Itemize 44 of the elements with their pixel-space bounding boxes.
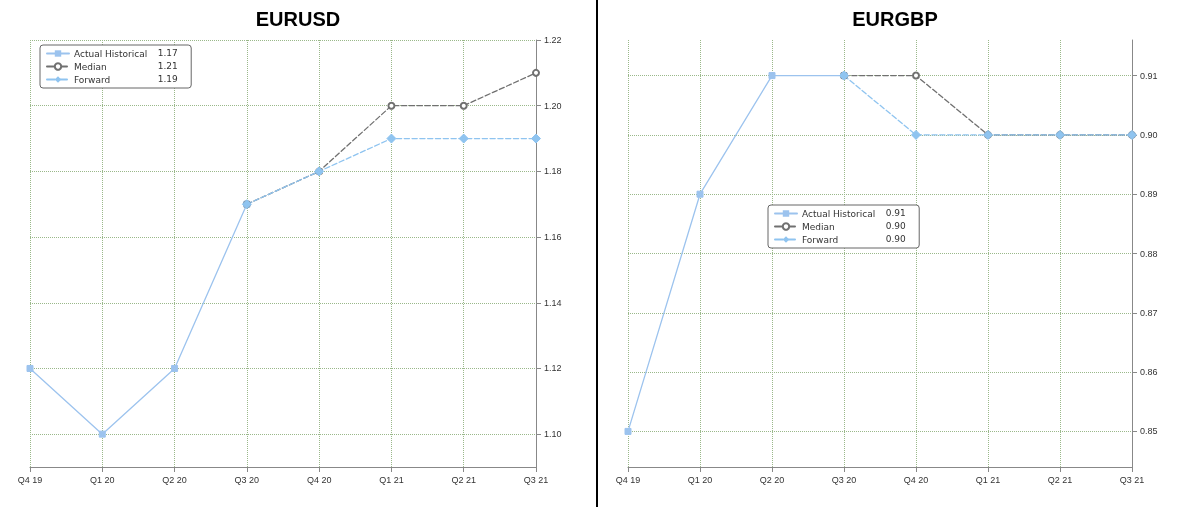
legend-label: Actual Historical <box>74 48 148 59</box>
annotation: 1.17 <box>157 48 178 58</box>
annotation: 0.91 <box>885 208 906 218</box>
legend-label: Forward <box>74 74 111 85</box>
x-tick-label: Q1 21 <box>379 474 404 485</box>
x-tick-label: Q2 20 <box>162 474 187 485</box>
chart-title: EURUSD <box>255 8 341 30</box>
x-tick-label: Q3 21 <box>523 474 549 485</box>
y-tick-label: 0.89 <box>1140 189 1158 200</box>
chart-title: EURGBP <box>852 8 938 30</box>
y-tick-label: 1.12 <box>544 363 562 374</box>
legend-label: Median <box>74 61 107 72</box>
y-tick-label: 0.85 <box>1140 426 1158 437</box>
y-tick-label: 0.90 <box>1140 129 1158 140</box>
y-tick-label: 0.86 <box>1140 367 1158 378</box>
x-tick-label: Q2 21 <box>1047 474 1073 485</box>
x-tick-label: Q2 21 <box>451 474 476 485</box>
legend-label: Median <box>802 221 835 232</box>
x-tick-label: Q3 21 <box>1119 474 1145 485</box>
x-tick-label: Q4 20 <box>306 474 332 485</box>
legend-label: Actual Historical <box>802 208 876 219</box>
x-tick-label: Q4 19 <box>615 474 641 485</box>
y-tick-label: 1.14 <box>544 297 562 308</box>
y-tick-label: 1.16 <box>544 232 562 243</box>
x-tick-label: Q1 21 <box>975 474 1001 485</box>
x-tick-label: Q3 20 <box>234 474 260 485</box>
x-tick-label: Q1 20 <box>90 474 115 485</box>
y-tick-label: 1.10 <box>544 429 562 440</box>
legend-label: Forward <box>802 234 839 245</box>
y-tick-label: 1.22 <box>544 35 562 45</box>
annotation: 0.90 <box>885 221 907 231</box>
y-tick-label: 0.88 <box>1140 248 1158 259</box>
x-tick-label: Q1 20 <box>687 474 713 485</box>
annotation: 1.21 <box>157 61 178 71</box>
x-tick-label: Q4 20 <box>903 474 929 485</box>
x-tick-label: Q3 20 <box>831 474 857 485</box>
y-tick-label: 1.20 <box>544 100 562 111</box>
annotation: 0.90 <box>885 234 907 244</box>
y-tick-label: 0.87 <box>1140 307 1158 318</box>
annotation: 1.19 <box>157 74 179 84</box>
x-tick-label: Q4 19 <box>17 474 43 485</box>
y-tick-label: 1.18 <box>544 166 562 177</box>
x-tick-label: Q2 20 <box>759 474 785 485</box>
y-tick-label: 0.91 <box>1140 70 1158 81</box>
